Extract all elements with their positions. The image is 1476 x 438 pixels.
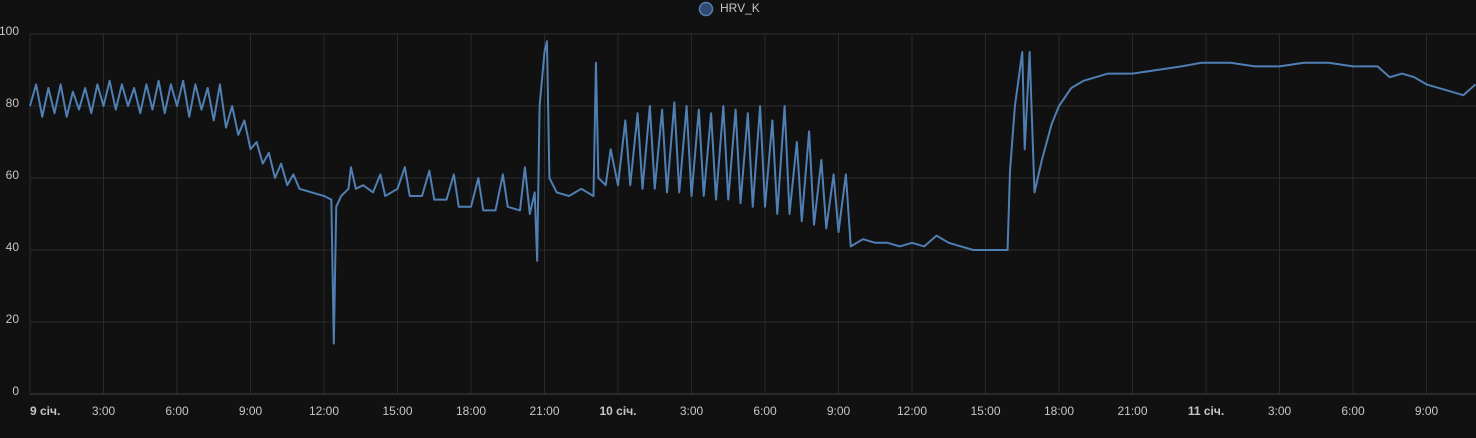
x-tick-label: 12:00 [897,404,927,418]
x-tick-label: 11 січ. [1188,404,1224,418]
x-tick-label: 9 січ. [30,404,60,418]
x-tick-label: 9:00 [239,404,263,418]
x-tick-label: 3:00 [680,404,704,418]
x-tick-label: 15:00 [382,404,412,418]
x-tick-label: 3:00 [92,404,116,418]
legend-label: HRV_K [720,1,760,15]
x-tick-label: 6:00 [1341,404,1365,418]
y-tick-label: 0 [12,384,19,398]
y-tick-label: 20 [6,312,20,326]
x-tick-label: 21:00 [1117,404,1147,418]
y-tick-label: 60 [6,168,20,182]
y-tick-label: 80 [6,96,20,110]
x-tick-label: 10 січ. [600,404,637,418]
x-tick-label: 6:00 [165,404,189,418]
x-tick-label: 9:00 [827,404,851,418]
x-tick-label: 9:00 [1415,404,1439,418]
x-tick-label: 15:00 [970,404,1000,418]
y-tick-label: 40 [6,240,20,254]
legend-swatch [698,1,714,17]
y-tick-label: 100 [0,24,19,38]
data-line [29,40,1476,345]
x-tick-label: 18:00 [1044,404,1074,418]
x-tick-label: 6:00 [753,404,777,418]
legend-item[interactable]: HRV_K [698,1,760,17]
x-tick-label: 12:00 [309,404,339,418]
x-tick-label: 18:00 [456,404,486,418]
x-tick-label: 3:00 [1268,404,1292,418]
x-tick-label: 21:00 [529,404,559,418]
